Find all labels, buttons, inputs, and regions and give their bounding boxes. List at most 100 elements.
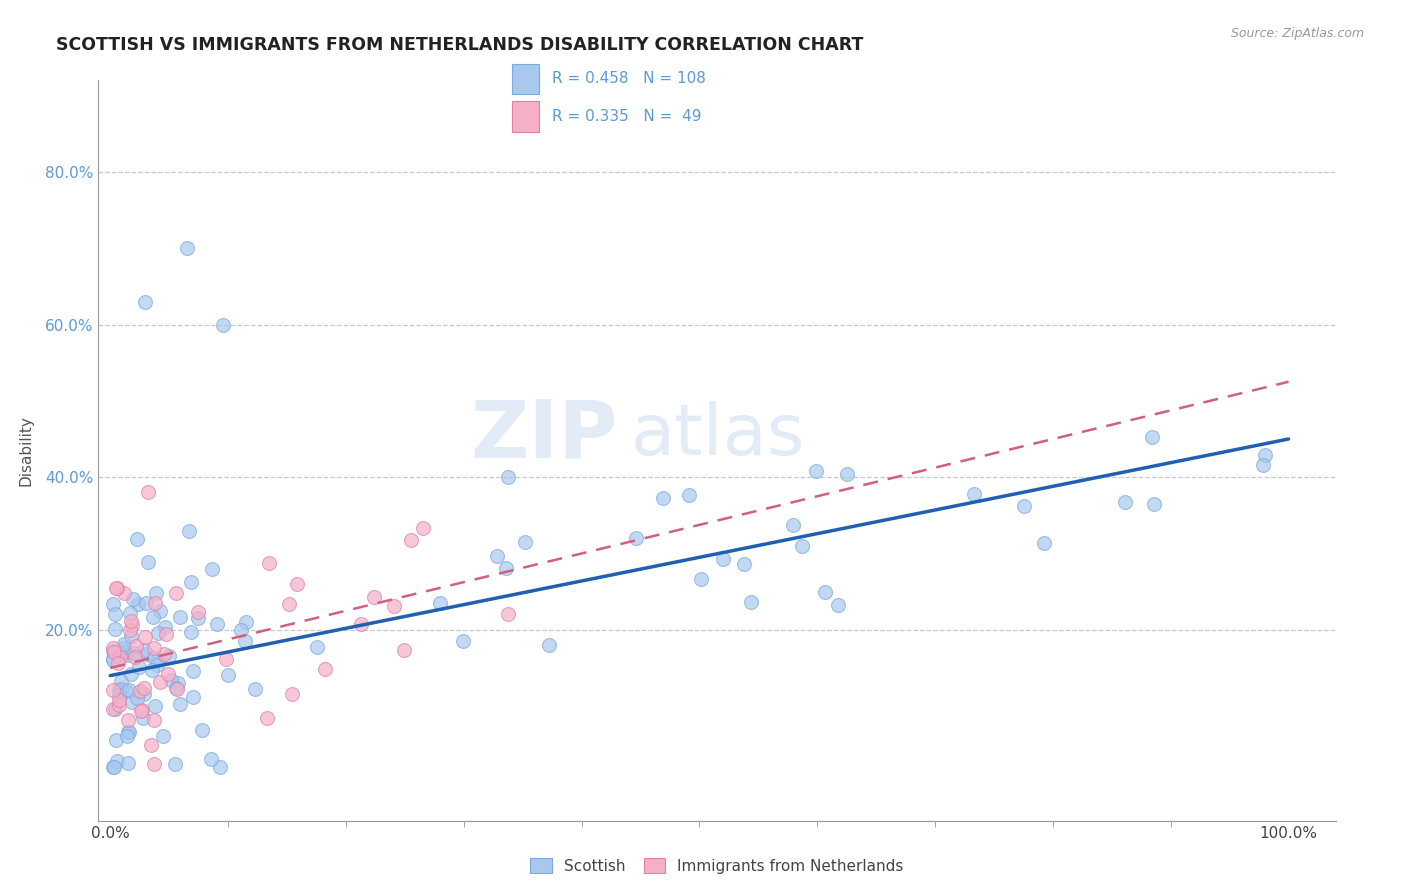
Point: [118, 725, 141, 739]
Point: [678, 488, 700, 502]
Text: ZIP: ZIP: [471, 397, 619, 475]
Point: [136, 647, 159, 661]
Point: [382, 599, 405, 614]
Point: [120, 624, 142, 638]
Point: [229, 624, 252, 638]
Point: [124, 650, 146, 665]
Point: [101, 760, 124, 774]
Point: [107, 754, 129, 768]
Point: [134, 643, 156, 657]
Point: [257, 557, 280, 571]
Point: [155, 626, 177, 640]
Point: [814, 585, 837, 599]
Point: [115, 648, 138, 663]
Point: [169, 610, 191, 624]
Point: [429, 596, 451, 610]
Point: [112, 637, 135, 651]
Point: [127, 597, 149, 611]
Point: [1114, 495, 1136, 509]
Point: [412, 521, 434, 535]
Point: [108, 698, 131, 713]
Point: [115, 645, 138, 659]
Legend: Scottish, Immigrants from Netherlands: Scottish, Immigrants from Netherlands: [524, 852, 910, 880]
Point: [112, 585, 135, 599]
Point: [181, 690, 204, 704]
Point: [101, 597, 124, 611]
Point: [143, 699, 166, 714]
Point: [152, 729, 174, 743]
Point: [142, 651, 165, 665]
Text: SCOTTISH VS IMMIGRANTS FROM NETHERLANDS DISABILITY CORRELATION CHART: SCOTTISH VS IMMIGRANTS FROM NETHERLANDS …: [56, 36, 863, 54]
Point: [132, 711, 155, 725]
Point: [187, 605, 209, 619]
Point: [141, 663, 163, 677]
Point: [166, 676, 188, 690]
Point: [1012, 499, 1035, 513]
Point: [157, 649, 180, 664]
Point: [142, 609, 165, 624]
Y-axis label: Disability: Disability: [18, 415, 34, 486]
Point: [122, 646, 145, 660]
Point: [314, 663, 336, 677]
Point: [101, 643, 124, 657]
Point: [711, 552, 734, 566]
Point: [165, 757, 187, 772]
Point: [165, 681, 187, 695]
Point: [187, 611, 209, 625]
Point: [110, 681, 132, 696]
Point: [256, 711, 278, 725]
Point: [134, 294, 156, 309]
Point: [107, 688, 129, 702]
Point: [201, 562, 224, 576]
Point: [176, 241, 198, 255]
Point: [142, 641, 165, 656]
Point: [129, 704, 152, 718]
Point: [209, 760, 232, 774]
Point: [115, 684, 138, 698]
Point: [169, 697, 191, 711]
Point: [281, 687, 304, 701]
Point: [200, 752, 222, 766]
Point: [105, 581, 128, 595]
Point: [125, 690, 148, 705]
Point: [207, 616, 229, 631]
Point: [105, 581, 128, 595]
Point: [217, 668, 239, 682]
Point: [107, 656, 129, 670]
Point: [498, 470, 520, 484]
Point: [235, 615, 257, 629]
Point: [135, 596, 157, 610]
Point: [153, 620, 176, 634]
Point: [733, 557, 755, 571]
Point: [159, 673, 181, 688]
Point: [101, 682, 124, 697]
Point: [1251, 458, 1274, 472]
Point: [146, 626, 169, 640]
Point: [1033, 535, 1056, 549]
Point: [399, 533, 422, 547]
Point: [103, 760, 125, 774]
Point: [136, 484, 159, 499]
Point: [104, 733, 127, 747]
Point: [285, 577, 308, 591]
Point: [120, 667, 142, 681]
Point: [108, 692, 131, 706]
Point: [183, 664, 205, 678]
Point: [143, 757, 166, 772]
Point: [117, 756, 139, 771]
Point: [515, 534, 537, 549]
Point: [827, 599, 849, 613]
Point: [149, 674, 172, 689]
Point: [180, 575, 202, 590]
Point: [212, 318, 235, 332]
Point: [538, 638, 561, 652]
Point: [120, 606, 142, 620]
Point: [690, 572, 713, 586]
FancyBboxPatch shape: [512, 63, 540, 95]
Point: [110, 674, 132, 689]
Point: [626, 531, 648, 545]
Point: [103, 623, 125, 637]
Point: [165, 586, 187, 600]
Point: [128, 684, 150, 698]
Point: [131, 703, 153, 717]
